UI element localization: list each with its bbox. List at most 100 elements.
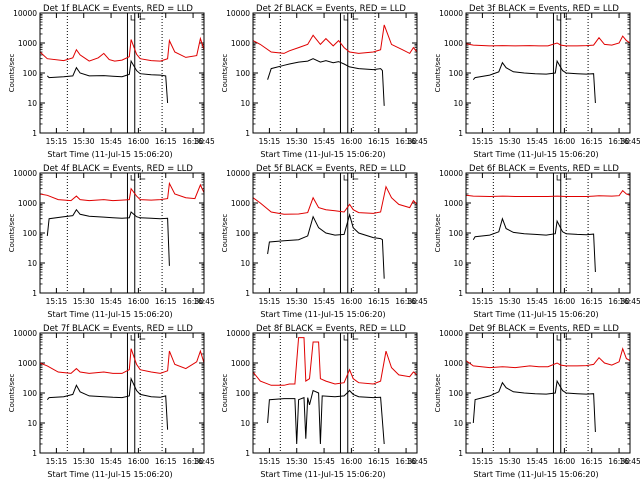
flag-marker [343, 175, 349, 181]
x-tick-label: 16:15 [155, 457, 177, 466]
chart-panel-4: Det 4f BLACK = Events, RED = LLD Counts/s… [8, 164, 215, 319]
x-tick-label: 15:30 [286, 457, 308, 466]
y-tick-label: 100 [236, 69, 251, 78]
plot-frame [252, 12, 418, 134]
plot-frame [465, 172, 631, 294]
x-tick-label: 16:45 [193, 297, 215, 306]
x-axis-label: Start Time (11-Jul-15 15:06:20) [473, 310, 598, 319]
y-tick-label: 10000 [439, 169, 463, 178]
y-axis-label: Counts/sec [221, 54, 229, 93]
events-series-line [267, 389, 385, 445]
y-tick-label: 10000 [226, 9, 250, 18]
flag-marker [565, 14, 572, 20]
x-tick-label: 15:45 [100, 137, 122, 146]
flag-marker [352, 174, 359, 180]
x-axis-label: Start Time (11-Jul-15 15:06:20) [260, 310, 385, 319]
x-tick-label: 16:30 [395, 457, 417, 466]
x-tick-label: 15:30 [73, 457, 95, 466]
x-axis-label: Start Time (11-Jul-15 15:06:20) [473, 150, 598, 159]
lld-series-line [252, 185, 418, 215]
y-tick-label: 10 [240, 99, 250, 108]
y-tick-label: 10 [27, 419, 37, 428]
lld-series-line [465, 35, 631, 47]
x-tick-label: 16:00 [554, 297, 576, 306]
chart-title: Det 9f BLACK = Events, RED = LLD [469, 324, 619, 334]
flag-marker [130, 335, 136, 341]
x-tick-label: 16:45 [193, 457, 215, 466]
x-axis-label: Start Time (11-Jul-15 15:06:20) [260, 150, 385, 159]
y-axis-label: Counts/sec [434, 54, 442, 93]
y-tick-label: 1000 [18, 39, 37, 48]
lld-series-line [39, 36, 205, 62]
chart-panel-3: Det 3f BLACK = Events, RED = LLD Counts/s… [434, 4, 640, 159]
y-axis-label: Counts/sec [8, 374, 16, 413]
chart-panel-6: Det 6f BLACK = Events, RED = LLD Counts/s… [434, 164, 640, 319]
events-series-line [472, 379, 596, 433]
x-tick-label: 16:30 [182, 137, 204, 146]
lld-series-line [252, 337, 418, 386]
y-tick-label: 1 [245, 449, 250, 458]
flag-marker [556, 175, 562, 181]
y-axis-label: Counts/sec [434, 214, 442, 253]
chart-title: Det 6f BLACK = Events, RED = LLD [469, 164, 619, 174]
x-tick-label: 15:45 [526, 457, 548, 466]
x-tick-label: 16:45 [619, 457, 640, 466]
y-tick-label: 1 [458, 289, 463, 298]
x-tick-label: 15:30 [286, 297, 308, 306]
x-tick-label: 15:30 [73, 137, 95, 146]
chart-panel-8: Det 8f BLACK = Events, RED = LLD Counts/s… [221, 324, 428, 479]
y-tick-label: 100 [449, 229, 464, 238]
y-axis-label: Counts/sec [8, 214, 16, 253]
x-tick-label: 15:15 [472, 457, 494, 466]
x-tick-label: 15:15 [46, 297, 68, 306]
x-tick-label: 16:15 [581, 137, 603, 146]
flag-marker [352, 334, 359, 340]
events-series-line [267, 213, 385, 279]
flag-marker [556, 15, 562, 21]
y-tick-label: 1 [32, 129, 37, 138]
flag-marker [343, 335, 349, 341]
x-tick-label: 16:45 [406, 457, 428, 466]
y-tick-label: 100 [236, 389, 251, 398]
x-tick-label: 16:15 [581, 457, 603, 466]
chart-panel-5: Det 5f BLACK = Events, RED = LLD Counts/s… [221, 164, 428, 319]
y-tick-label: 10000 [439, 9, 463, 18]
y-tick-label: 10000 [13, 169, 37, 178]
plot-frame [39, 172, 205, 294]
x-tick-label: 16:15 [368, 457, 390, 466]
x-tick-label: 15:30 [499, 297, 521, 306]
y-tick-label: 1000 [444, 359, 463, 368]
x-tick-label: 16:00 [554, 137, 576, 146]
x-tick-label: 16:00 [128, 457, 150, 466]
chart-title: Det 5f BLACK = Events, RED = LLD [256, 164, 406, 174]
flag-marker [130, 175, 136, 181]
y-tick-label: 1 [245, 129, 250, 138]
x-tick-label: 15:45 [313, 297, 335, 306]
x-axis-label: Start Time (11-Jul-15 15:06:20) [47, 470, 172, 479]
y-tick-label: 10 [453, 419, 463, 428]
chart-title: Det 3f BLACK = Events, RED = LLD [469, 4, 619, 14]
x-tick-label: 15:15 [46, 137, 68, 146]
x-tick-label: 16:00 [341, 137, 363, 146]
lld-series-line [252, 24, 418, 55]
y-tick-label: 10 [240, 259, 250, 268]
y-tick-label: 10 [27, 99, 37, 108]
flag-marker [352, 14, 359, 20]
events-series-line [472, 59, 596, 104]
x-tick-label: 16:45 [619, 297, 640, 306]
lld-series-line [39, 181, 205, 202]
x-tick-label: 15:15 [259, 457, 281, 466]
x-axis-label: Start Time (11-Jul-15 15:06:20) [47, 310, 172, 319]
x-tick-label: 15:15 [46, 457, 68, 466]
chart-panel-2: Det 2f BLACK = Events, RED = LLD Counts/s… [221, 4, 428, 159]
chart-title: Det 1f BLACK = Events, RED = LLD [43, 4, 193, 14]
x-tick-label: 16:45 [406, 137, 428, 146]
x-tick-label: 16:30 [182, 297, 204, 306]
plot-frame [39, 332, 205, 454]
plot-frame [465, 12, 631, 134]
chart-title: Det 2f BLACK = Events, RED = LLD [256, 4, 406, 14]
x-tick-label: 15:15 [472, 297, 494, 306]
flag-marker [343, 15, 349, 21]
flag-marker [130, 15, 136, 21]
